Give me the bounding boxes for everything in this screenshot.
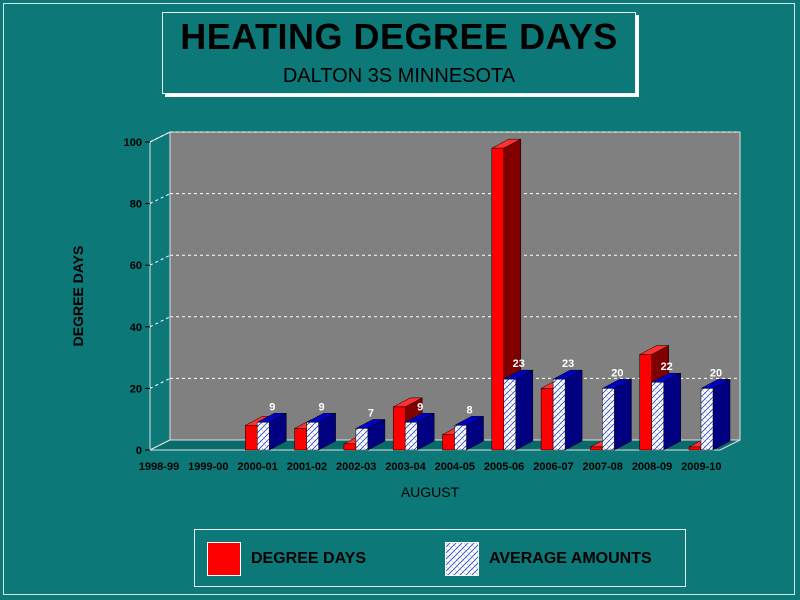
bar-average bbox=[355, 419, 386, 451]
bar-average-front bbox=[503, 378, 517, 451]
bar-average bbox=[306, 412, 336, 451]
bar-degree-days-front bbox=[491, 147, 505, 451]
legend-item-average: AVERAGE AMOUNTS bbox=[445, 542, 652, 576]
data-label-average: 7 bbox=[368, 407, 374, 419]
bar-degree-days-front bbox=[639, 354, 652, 451]
bar-average bbox=[552, 369, 583, 451]
bar-average bbox=[257, 412, 287, 451]
bar-degree-days-front bbox=[442, 434, 455, 451]
y-tick-label: 40 bbox=[130, 322, 142, 334]
bar-average bbox=[454, 415, 484, 451]
bar-average-side bbox=[564, 369, 583, 451]
bar-average-side bbox=[663, 372, 681, 451]
bar-average-front bbox=[404, 422, 418, 451]
bar-degree-days-front bbox=[392, 406, 406, 451]
bar-average bbox=[404, 412, 435, 451]
bar-average-side bbox=[614, 378, 632, 451]
y-tick-label: 0 bbox=[136, 445, 142, 457]
bar-average-front bbox=[602, 388, 615, 451]
data-label-average: 23 bbox=[513, 358, 525, 370]
gridline-side bbox=[149, 131, 171, 143]
legend-swatch-red bbox=[207, 542, 241, 576]
data-label-average: 9 bbox=[269, 401, 275, 413]
bar-average-front bbox=[651, 381, 664, 451]
data-label-average: 9 bbox=[319, 401, 325, 413]
bar-average bbox=[503, 369, 534, 451]
gridline-side bbox=[149, 254, 171, 266]
y-tick-label: 60 bbox=[130, 260, 142, 272]
x-tick-label: 2000-01 bbox=[237, 461, 277, 473]
bar-average-front bbox=[454, 425, 467, 451]
chart-subtitle: DALTON 3S MINNESOTA bbox=[282, 65, 516, 87]
bar-average-side bbox=[515, 369, 534, 451]
x-tick-label: 1999-00 bbox=[188, 461, 228, 473]
x-tick-label: 1998-99 bbox=[139, 461, 179, 473]
x-tick-label: 2007-08 bbox=[583, 461, 623, 473]
x-tick-label: 2005-06 bbox=[484, 461, 524, 473]
data-label-average: 8 bbox=[466, 404, 472, 416]
bar-average bbox=[700, 378, 731, 451]
data-label-average: 23 bbox=[562, 358, 574, 370]
data-label-average: 22 bbox=[661, 361, 673, 373]
x-tick-label: 2008-09 bbox=[632, 461, 672, 473]
x-axis-label: AUGUST bbox=[401, 484, 460, 500]
legend-label-degree-days: DEGREE DAYS bbox=[251, 550, 366, 567]
bar-average-front bbox=[355, 428, 369, 451]
bar-average bbox=[651, 372, 681, 451]
data-label-average: 20 bbox=[710, 367, 722, 379]
bar-average-front bbox=[257, 422, 270, 451]
y-tick-label: 80 bbox=[130, 199, 142, 211]
bar-degree-days-front bbox=[343, 443, 357, 451]
bar-average-front bbox=[306, 422, 319, 451]
gridline-side bbox=[149, 193, 171, 205]
gridline-side bbox=[149, 377, 171, 389]
y-axis-label: DEGREE DAYS bbox=[70, 246, 86, 347]
y-tick-label: 20 bbox=[130, 383, 142, 395]
bar-average-front bbox=[552, 378, 566, 451]
x-tick-label: 2002-03 bbox=[336, 461, 376, 473]
plot-left-wall bbox=[149, 131, 171, 451]
bar-degree-days-front bbox=[688, 446, 702, 451]
title-box: HEATING DEGREE DAYS DALTON 3S MINNESOTA bbox=[162, 12, 636, 94]
x-tick-label: 2006-07 bbox=[533, 461, 573, 473]
legend: DEGREE DAYS AVERAGE AMOUNTS bbox=[194, 529, 686, 587]
chart-title: HEATING DEGREE DAYS bbox=[180, 16, 618, 57]
bar-degree-days-front bbox=[540, 388, 554, 451]
x-tick-label: 2003-04 bbox=[385, 461, 426, 473]
legend-item-degree-days: DEGREE DAYS bbox=[207, 542, 366, 576]
bar-degree-days-front bbox=[245, 425, 258, 451]
legend-swatch-hatch bbox=[445, 542, 479, 576]
data-label-average: 9 bbox=[417, 401, 423, 413]
x-tick-label: 2009-10 bbox=[681, 461, 721, 473]
data-label-average: 20 bbox=[611, 367, 623, 379]
x-tick-label: 2004-05 bbox=[435, 461, 475, 473]
bar-degree-days-front bbox=[294, 428, 307, 451]
x-tick-label: 2001-02 bbox=[287, 461, 327, 473]
outer-frame bbox=[3, 3, 795, 595]
legend-label-average: AVERAGE AMOUNTS bbox=[489, 550, 652, 567]
bar-average-side bbox=[712, 378, 731, 451]
bar-degree-days-front bbox=[590, 446, 603, 451]
bar-average-front bbox=[700, 388, 714, 451]
bar-average bbox=[602, 378, 632, 451]
y-tick-label: 100 bbox=[124, 137, 142, 149]
gridline-side bbox=[149, 316, 171, 328]
